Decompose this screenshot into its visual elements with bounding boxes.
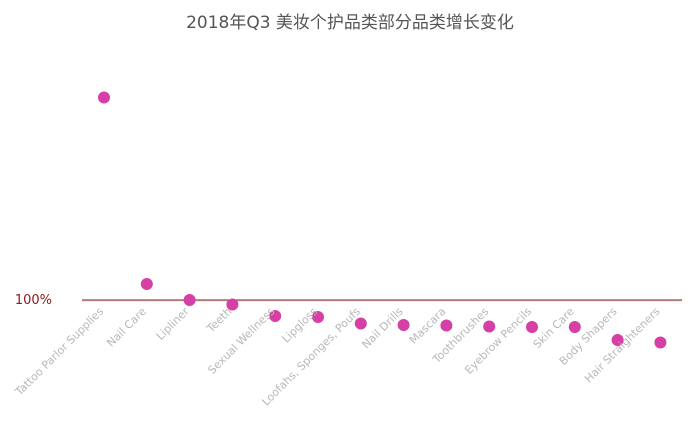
data-point-8 xyxy=(397,319,410,331)
data-point-6 xyxy=(312,311,324,323)
data-point-5 xyxy=(269,310,282,322)
data-points xyxy=(98,91,667,349)
data-point-7 xyxy=(354,317,367,330)
x-tick-label-14: Hair Straighteners xyxy=(582,305,663,386)
x-tick-label-2: Nail Care xyxy=(104,305,149,350)
x-tick-label-3: Lipliner xyxy=(154,305,192,343)
reference-line-label: 100% xyxy=(15,293,52,308)
data-point-3 xyxy=(183,294,196,306)
x-tick-label-1: Tattoo Parlor Supplies xyxy=(12,305,106,399)
chart-title: 2018年Q3 美妆个护品类部分品类增长变化 xyxy=(186,13,514,33)
data-point-4 xyxy=(226,298,239,311)
data-point-14 xyxy=(654,336,667,349)
data-point-1 xyxy=(98,91,110,104)
data-point-10 xyxy=(483,320,496,333)
x-tick-label-4: Teeth xyxy=(204,305,235,336)
data-point-11 xyxy=(526,321,538,333)
data-point-12 xyxy=(568,321,581,333)
data-point-9 xyxy=(440,319,453,332)
data-point-2 xyxy=(140,278,153,290)
data-point-13 xyxy=(611,334,624,346)
x-tick-label-6: Lipgloss xyxy=(280,305,321,346)
